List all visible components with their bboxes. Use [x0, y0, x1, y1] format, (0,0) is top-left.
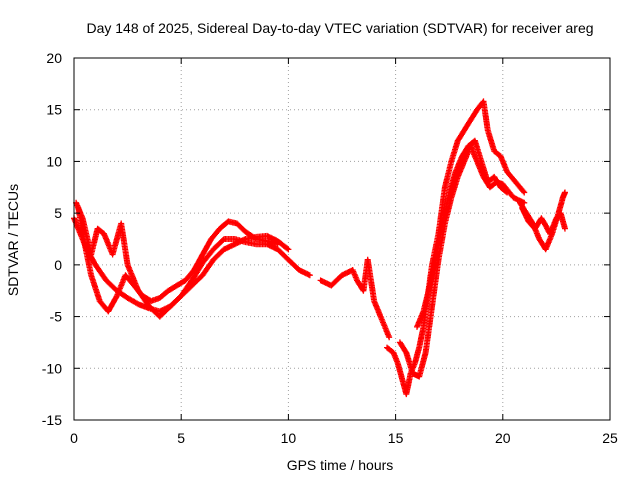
- x-tick-label: 20: [495, 430, 511, 446]
- x-tick-label: 10: [281, 430, 297, 446]
- y-tick-label: -10: [42, 360, 62, 376]
- plot-frame: [73, 57, 611, 421]
- y-tick-label: -5: [50, 309, 63, 325]
- x-tick-label: 5: [177, 430, 185, 446]
- data-series-track-3: [73, 199, 292, 320]
- y-tick-label: 5: [54, 205, 62, 221]
- data-series-track-6: [396, 142, 528, 380]
- y-tick-label: 10: [46, 153, 62, 169]
- grid-lines: [74, 58, 610, 420]
- y-axis-label: SDTVAR / TECUs: [5, 184, 21, 296]
- data-series-track-1: [71, 215, 313, 315]
- data-series-track-4: [317, 256, 393, 341]
- data-points: [71, 98, 568, 398]
- x-tick-label: 15: [388, 430, 404, 446]
- y-tick-label: 15: [46, 102, 62, 118]
- y-tick-label: -15: [42, 412, 62, 428]
- y-tick-label: 0: [54, 257, 62, 273]
- axis-ticks: 0 5 10 15 20 25 -15 -10 -5 0 5 10 15 20: [42, 50, 618, 446]
- x-tick-label: 25: [602, 430, 618, 446]
- x-tick-label: 0: [70, 430, 78, 446]
- data-series-track-7: [414, 137, 511, 330]
- data-series-track-9: [519, 205, 568, 237]
- x-axis-label: GPS time / hours: [287, 457, 394, 473]
- y-tick-label: 20: [46, 50, 62, 66]
- chart-title: Day 148 of 2025, Sidereal Day-to-day VTE…: [86, 20, 593, 36]
